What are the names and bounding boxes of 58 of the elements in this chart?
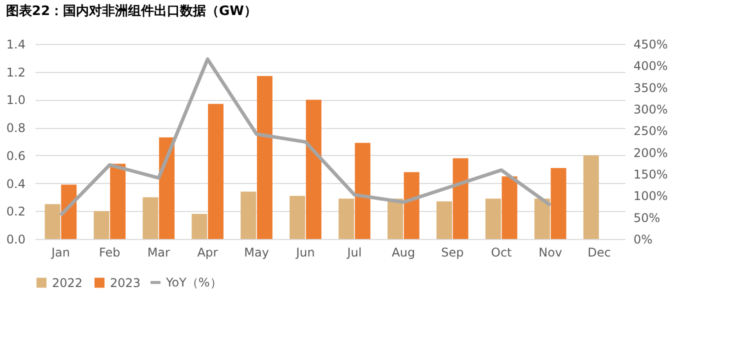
x-tick-label: Aug [392,246,416,260]
x-tick-label: Nov [538,246,562,260]
x-tick-label: Dec [588,246,611,260]
x-tick-label: Mar [147,246,170,260]
legend-label: YoY（%） [165,276,222,290]
bar [502,176,518,239]
bar [240,192,256,239]
bar [192,214,208,239]
bar [61,184,77,239]
x-tick-label: Feb [99,246,120,260]
x-tick-label: Jul [346,246,362,260]
bar [550,168,566,239]
bar [388,198,404,239]
y2-tick-label: 400% [634,59,668,74]
x-tick-label: May [244,246,269,260]
chart-title: 图表22：国内对非洲组件出口数据（GW） [6,4,258,19]
bar [94,211,110,239]
y-tick-label: 1.0 [6,93,26,108]
legend-label: 2022 [52,276,83,290]
y2-tick-label: 350% [634,80,668,95]
bar [256,76,272,239]
bar [338,198,354,239]
x-tick-label: Jun [295,246,315,260]
y-tick-label: 0.8 [6,121,26,136]
line-series [58,57,552,217]
y-tick-label: 1.2 [6,65,26,80]
y2-tick-label: 250% [634,124,668,138]
bar [208,104,224,239]
bar [534,198,550,239]
bar [290,196,306,239]
bar [436,201,452,239]
bar [485,198,501,239]
y2-tick-label: 150% [634,168,668,182]
y2-tick-label: 450% [634,38,668,52]
y2-tick-label: 200% [634,146,668,160]
y2-tick-label: 0% [634,232,653,246]
y-tick-label: 1.4 [6,38,26,52]
bar [142,197,158,239]
y-tick-label: 0.2 [6,204,26,219]
x-tick-label: Apr [197,246,218,260]
y-tick-label: 0.6 [6,148,26,163]
y-tick-label: 0.4 [6,176,26,191]
x-tick-label: Sep [441,246,464,260]
x-tick-label: Jan [50,246,70,260]
bar [110,164,126,239]
y-tick-label: 0.0 [6,232,26,246]
bar [583,155,599,239]
bar [306,100,322,239]
bar [404,172,420,239]
bar [452,158,468,239]
bar [159,137,175,239]
bar [44,204,60,239]
legend-label: 2023 [110,276,141,290]
y2-tick-label: 300% [634,102,668,116]
bar [354,142,370,239]
y2-tick-label: 50% [634,210,660,225]
x-tick-label: Oct [490,246,512,260]
y2-tick-label: 100% [634,189,668,204]
